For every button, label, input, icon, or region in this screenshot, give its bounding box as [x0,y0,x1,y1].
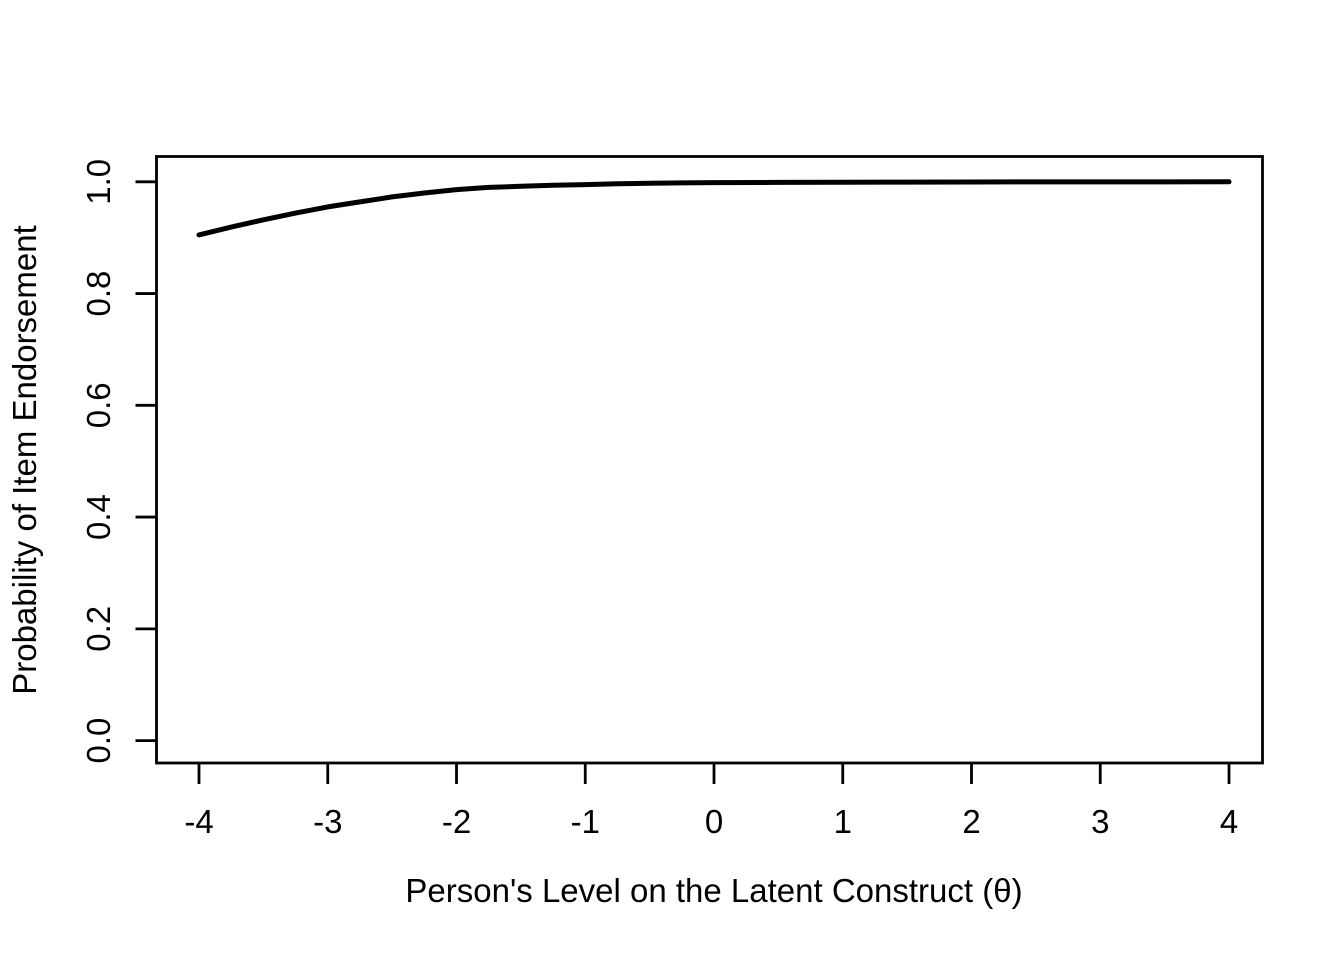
y-tick-label: 0.8 [80,271,117,317]
y-tick-label: 0.0 [80,718,117,764]
y-tick-label: 0.2 [80,606,117,652]
x-axis: -4 -3 -2 -1 0 1 2 3 4 [184,763,1238,840]
x-tick-label: -3 [313,803,342,840]
icc-curve [196,179,1232,238]
x-tick-label: 1 [834,803,852,840]
x-tick-label: 4 [1220,803,1238,840]
y-axis-title: Probability of Item Endorsement [6,225,43,695]
x-tick-label: -4 [184,803,213,840]
y-axis: 0.0 0.2 0.4 0.6 0.8 1.0 [80,159,157,764]
y-tick-label: 0.6 [80,382,117,428]
x-tick-label: 0 [705,803,723,840]
plot-box [155,155,1264,765]
x-tick-label: 3 [1091,803,1109,840]
x-axis-title: Person's Level on the Latent Construct (… [405,872,1022,909]
y-tick-label: 0.4 [80,494,117,540]
x-tick-label: 2 [962,803,980,840]
x-tick-label: -1 [571,803,600,840]
x-tick-label: -2 [442,803,471,840]
y-tick-label: 1.0 [80,159,117,205]
